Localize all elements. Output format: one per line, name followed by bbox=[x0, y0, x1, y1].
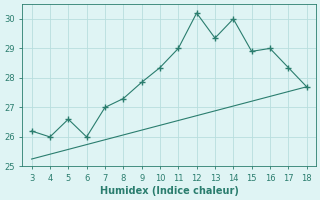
X-axis label: Humidex (Indice chaleur): Humidex (Indice chaleur) bbox=[100, 186, 239, 196]
